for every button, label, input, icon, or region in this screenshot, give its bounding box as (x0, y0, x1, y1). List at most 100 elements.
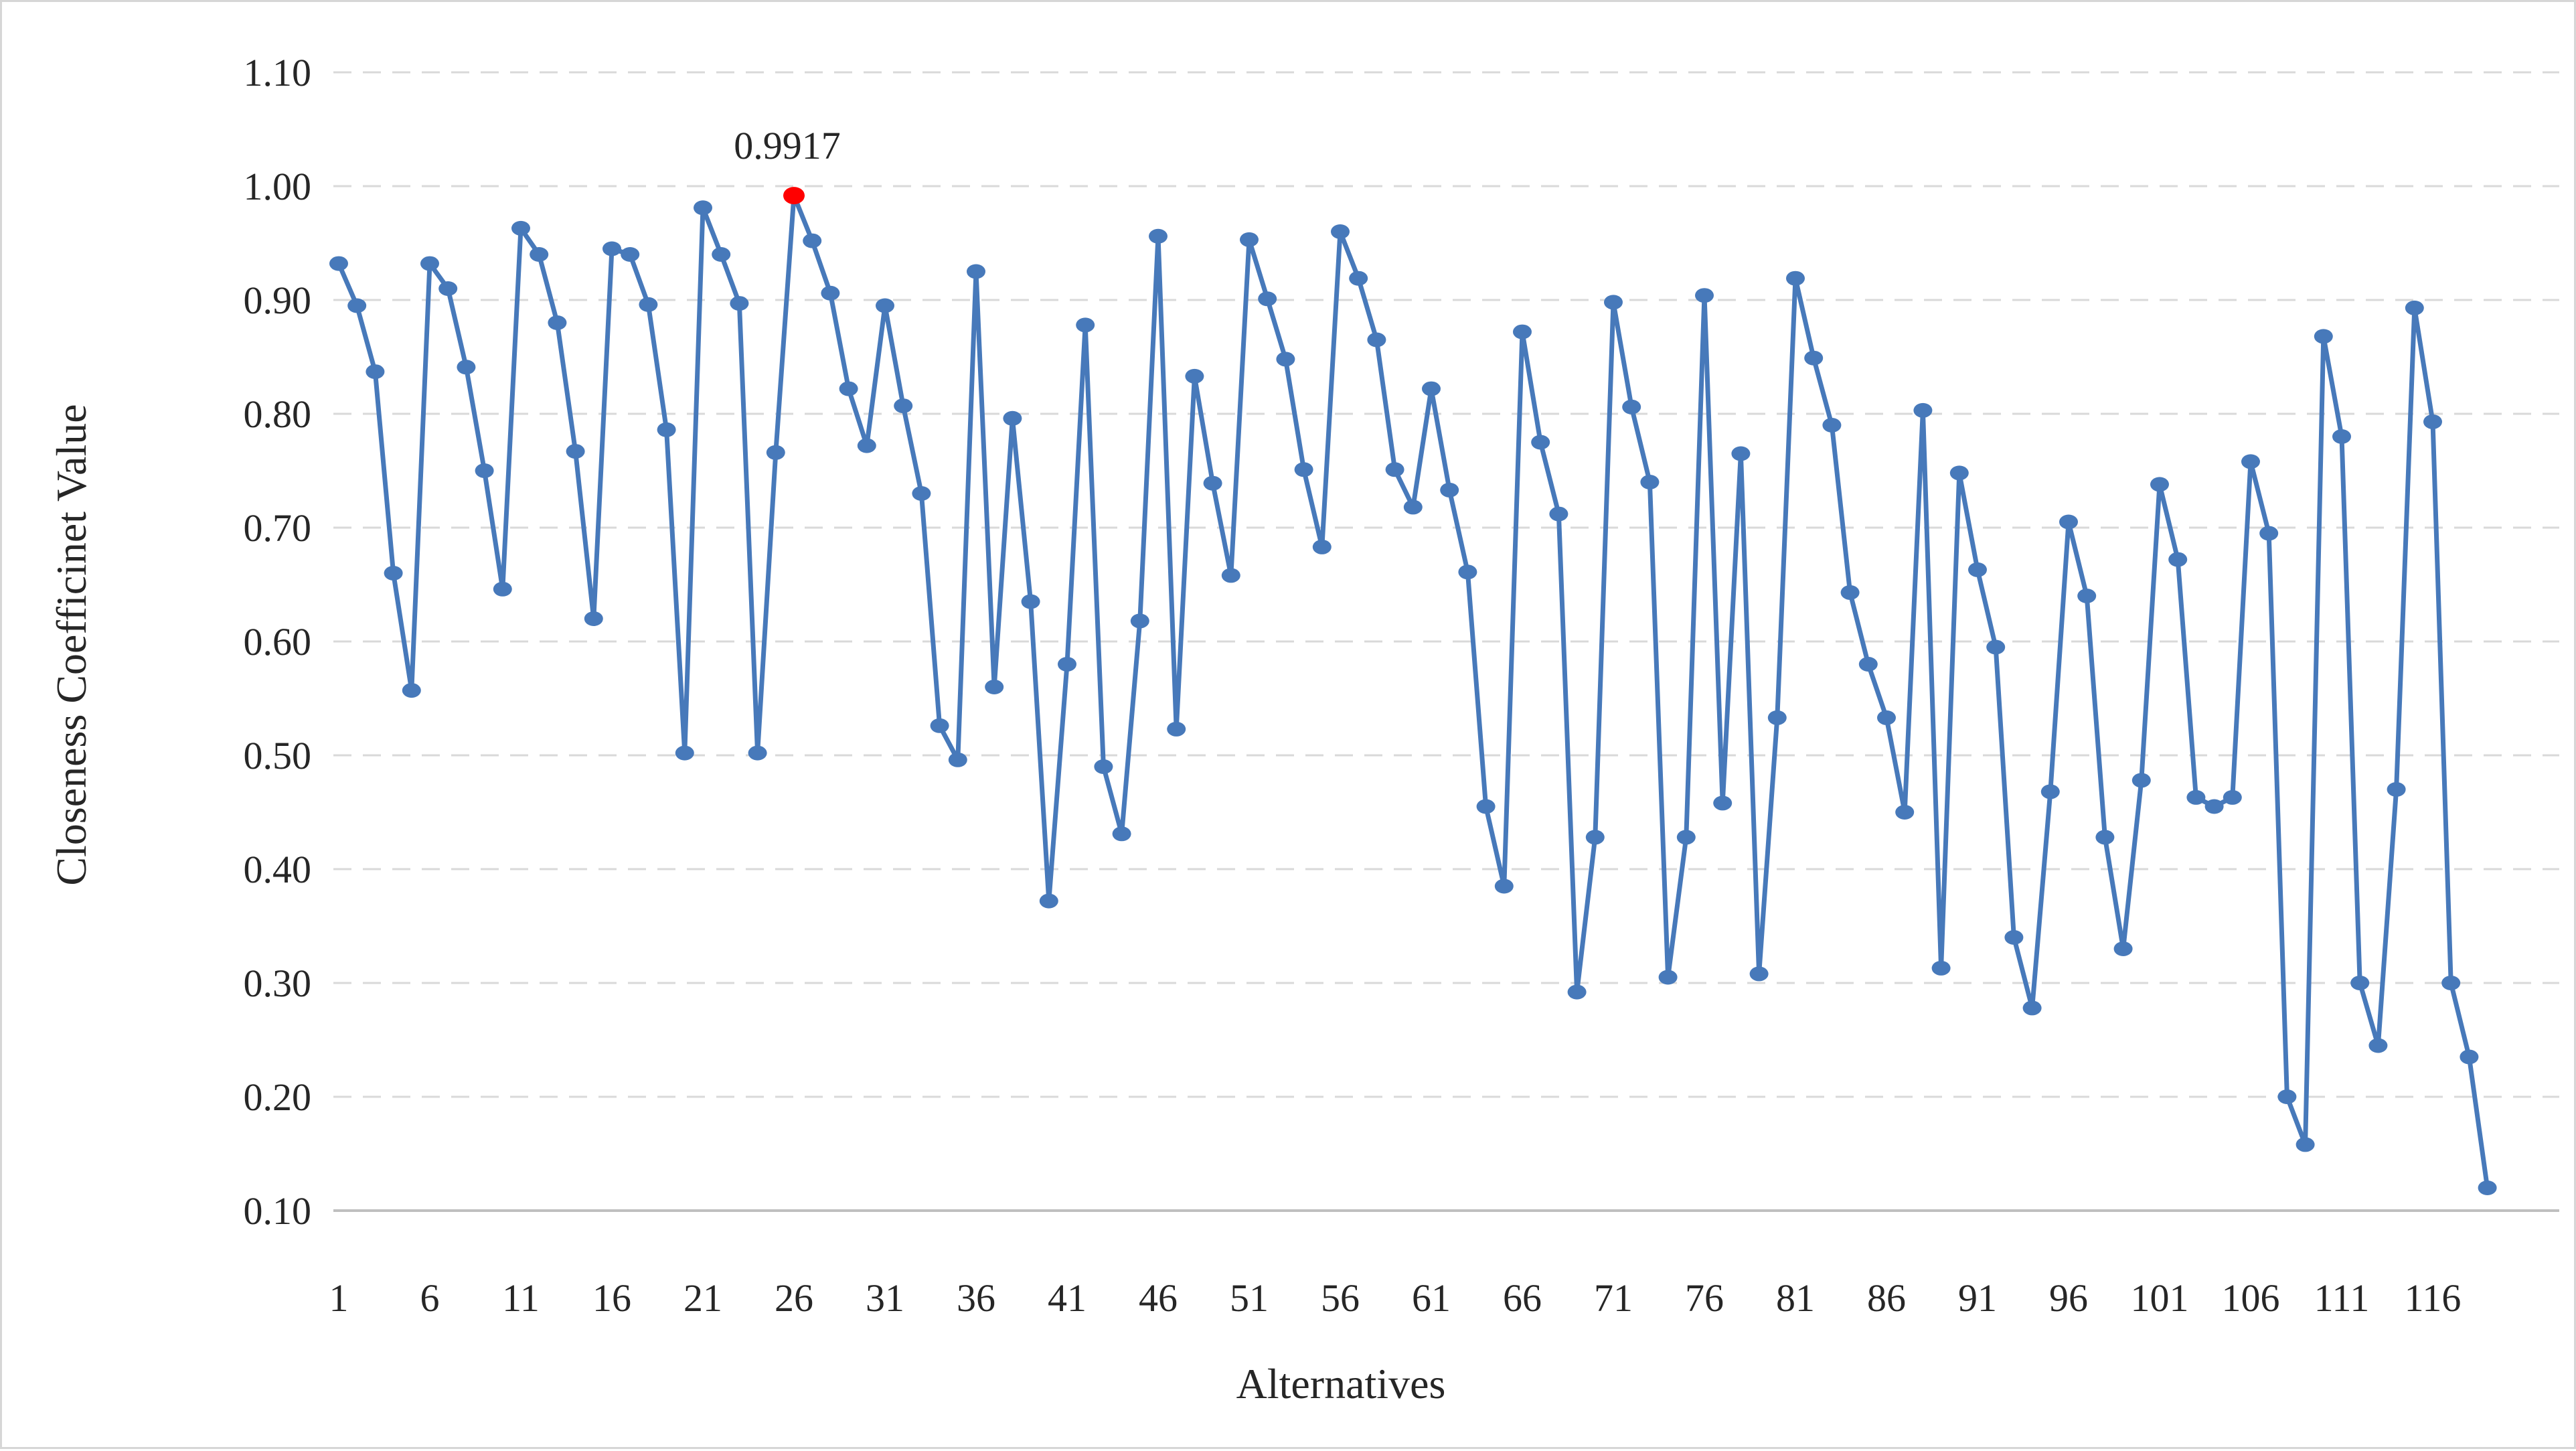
y-tick-labels: 1.10 1.00 0.90 0.80 0.70 0.60 0.50 0.40 0.30 0.20… (244, 51, 312, 1233)
data-point-marker (1640, 475, 1660, 489)
data-point-marker (675, 745, 694, 761)
data-point-marker (566, 444, 585, 459)
x-tick-label: 31 (866, 1276, 904, 1320)
x-tick-label: 81 (1776, 1276, 1815, 1320)
data-point-marker (602, 241, 621, 256)
data-point-marker (2332, 429, 2351, 444)
data-point-marker (2259, 526, 2279, 541)
data-point-marker (2131, 773, 2151, 788)
data-point-marker (1130, 613, 1149, 629)
data-point-marker (457, 360, 476, 375)
data-series (329, 187, 2497, 1195)
x-tick-label: 101 (2131, 1276, 2189, 1320)
data-point-marker (1203, 475, 1222, 491)
x-tick-label: 116 (2405, 1276, 2462, 1320)
data-point-marker (2314, 329, 2333, 344)
data-point-marker (1822, 418, 1842, 433)
data-point-marker (511, 220, 530, 236)
data-point-marker (1039, 893, 1058, 909)
data-point-marker (1331, 224, 1350, 239)
data-point-marker (1422, 381, 1441, 396)
data-point-marker (2241, 454, 2260, 469)
x-tick-label: 61 (1412, 1276, 1451, 1320)
data-point-marker (493, 581, 512, 597)
x-tick-label: 26 (775, 1276, 813, 1320)
y-tick-label: 0.90 (244, 279, 312, 322)
data-point-marker (329, 256, 348, 271)
data-point-marker (1931, 960, 1951, 976)
data-point-marker (766, 445, 785, 460)
data-point-marker (2077, 589, 2097, 603)
data-point-marker (402, 683, 421, 698)
data-point-marker (694, 200, 712, 216)
data-point-marker (948, 752, 967, 767)
data-point-marker (1804, 350, 1824, 366)
x-tick-label: 16 (592, 1276, 631, 1320)
data-point-marker (894, 398, 913, 414)
data-point-marker (1786, 271, 1805, 286)
data-point-marker (2368, 1038, 2388, 1053)
data-point-marker (1185, 368, 1204, 384)
data-point-marker (967, 264, 985, 279)
data-point-marker (1458, 564, 1477, 580)
data-point-marker (2004, 930, 2024, 945)
data-point-marker (1276, 352, 1295, 367)
data-point-marker (1767, 710, 1787, 725)
y-tick-label: 0.70 (244, 506, 312, 550)
data-point-marker (1221, 568, 1240, 583)
data-point-marker (1622, 399, 1641, 414)
data-point-marker (930, 718, 949, 733)
data-point-marker (2059, 514, 2078, 530)
data-point-marker (1840, 585, 1860, 600)
data-point-marker (2296, 1137, 2315, 1152)
data-point-marker (1604, 295, 1623, 310)
data-point-marker (1713, 795, 1733, 811)
data-point-marker (1494, 879, 1514, 894)
x-tick-label: 96 (2049, 1276, 2088, 1320)
data-point-marker (2022, 1000, 2042, 1016)
data-point-marker (985, 680, 1004, 694)
data-point-marker (1149, 228, 1168, 244)
data-series-line (336, 193, 2490, 1191)
x-axis-title: Alternatives (1236, 1360, 1446, 1407)
data-point-marker (912, 486, 931, 501)
y-tick-label: 0.10 (244, 1189, 312, 1233)
data-point-marker (2277, 1089, 2297, 1104)
data-point-marker (803, 233, 822, 248)
data-point-marker (1531, 435, 1550, 450)
data-point-marker (2168, 552, 2188, 567)
highlight-marker (783, 187, 805, 205)
x-tick-label: 21 (683, 1276, 722, 1320)
data-point-marker (1258, 291, 1277, 307)
data-point-marker (2204, 799, 2224, 814)
x-tick-label: 86 (1867, 1276, 1906, 1320)
data-point-marker (657, 422, 676, 437)
x-tick-label: 71 (1594, 1276, 1633, 1320)
x-tick-label: 46 (1139, 1276, 1178, 1320)
y-tick-label: 0.30 (244, 962, 312, 1005)
y-tick-label: 1.10 (244, 51, 312, 94)
data-point-marker (1440, 482, 1459, 498)
data-point-marker (2186, 789, 2206, 805)
data-point-marker (1349, 271, 1368, 286)
data-point-marker (2113, 941, 2133, 956)
data-point-marker (2423, 414, 2442, 429)
data-point-marker (2387, 782, 2406, 797)
x-tick-label: 111 (2314, 1276, 2370, 1320)
data-point-marker (438, 281, 458, 296)
data-point-marker (1094, 759, 1113, 774)
x-tick-label: 91 (1958, 1276, 1997, 1320)
data-point-marker (639, 297, 658, 312)
data-point-marker (1112, 826, 1131, 842)
data-point-marker (2478, 1180, 2497, 1195)
x-tick-label: 6 (420, 1276, 440, 1320)
x-tick-label: 76 (1685, 1276, 1724, 1320)
data-point-marker (621, 247, 640, 262)
data-point-marker (1968, 562, 1987, 577)
y-tick-label: 0.60 (244, 620, 312, 664)
data-point-marker (1003, 410, 1022, 426)
x-tick-label: 41 (1048, 1276, 1086, 1320)
annotation-label: 0.9917 (734, 124, 841, 167)
data-point-marker (730, 296, 749, 311)
data-point-marker (1695, 288, 1714, 303)
